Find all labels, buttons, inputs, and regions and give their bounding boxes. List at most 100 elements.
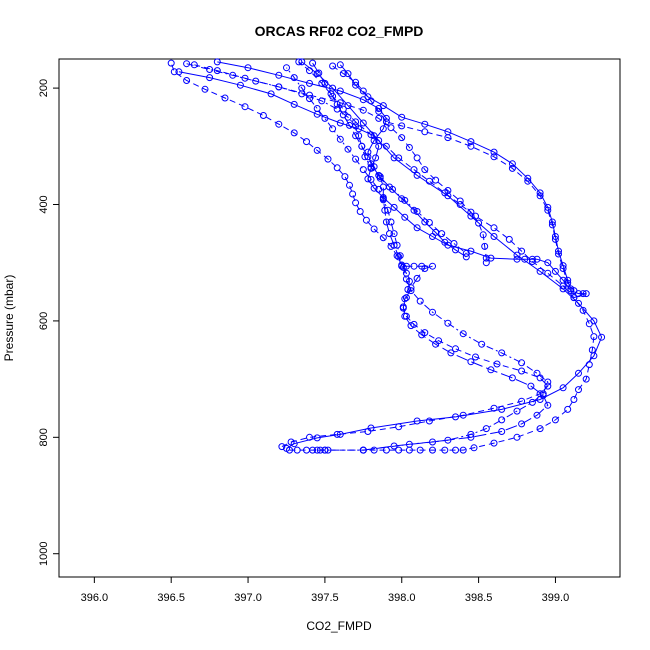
data-point <box>352 132 360 140</box>
data-point <box>487 254 495 262</box>
data-point <box>528 398 536 406</box>
profile-series <box>336 61 575 293</box>
data-point <box>441 238 449 246</box>
data-point <box>544 378 552 386</box>
data-point <box>324 155 332 163</box>
data-point <box>401 213 409 221</box>
data-point <box>344 102 352 110</box>
data-point <box>551 416 559 424</box>
data-point <box>367 163 375 171</box>
x-tick-label: 398.5 <box>465 592 493 604</box>
data-point <box>306 79 313 87</box>
series-line <box>289 61 595 451</box>
data-point <box>590 333 598 341</box>
y-tick-label: 800 <box>38 428 50 446</box>
data-point <box>359 119 367 127</box>
data-point <box>555 247 562 255</box>
data-point <box>286 446 293 454</box>
data-point <box>490 439 498 447</box>
data-point <box>236 81 244 89</box>
data-point <box>575 386 582 394</box>
data-point <box>459 330 467 338</box>
data-point <box>370 225 378 233</box>
data-point <box>470 444 478 452</box>
data-point <box>398 261 406 269</box>
data-point <box>459 446 467 454</box>
data-point <box>402 294 410 302</box>
data-point <box>402 312 410 320</box>
data-point <box>359 446 367 454</box>
data-point <box>413 417 421 425</box>
data-point <box>382 142 390 150</box>
profile-series <box>183 60 470 257</box>
data-point <box>336 61 344 69</box>
data-point <box>404 286 412 293</box>
data-point <box>361 153 369 161</box>
data-point <box>290 74 298 82</box>
data-point <box>344 113 352 121</box>
data-point <box>395 423 403 431</box>
data-point <box>375 142 383 150</box>
data-point <box>401 295 409 303</box>
data-point <box>344 145 352 153</box>
data-point <box>290 129 298 137</box>
y-tick-label: 200 <box>38 79 50 97</box>
data-point <box>490 224 498 232</box>
data-point <box>313 105 321 112</box>
data-point <box>229 71 237 79</box>
data-point <box>438 230 446 238</box>
data-point <box>467 142 475 150</box>
profile-series <box>283 58 606 452</box>
data-point <box>321 79 329 87</box>
data-point <box>379 102 387 110</box>
data-point <box>441 446 449 454</box>
data-point <box>518 247 526 255</box>
data-point <box>313 434 321 442</box>
data-point <box>551 233 559 240</box>
data-point <box>213 67 221 75</box>
data-point <box>475 219 483 227</box>
data-point <box>413 224 421 232</box>
data-point <box>447 349 455 357</box>
x-tick-label: 396.5 <box>157 592 185 604</box>
data-point <box>398 113 406 121</box>
data-point <box>467 358 475 366</box>
data-point <box>429 262 436 270</box>
series-line <box>286 61 603 449</box>
data-point <box>425 417 433 425</box>
data-point <box>398 134 406 142</box>
data-point <box>309 59 317 67</box>
data-point <box>508 160 516 168</box>
data-point <box>381 206 389 214</box>
x-tick-label: 397.5 <box>311 592 339 604</box>
data-point <box>575 299 582 307</box>
data-point <box>370 132 378 140</box>
data-point <box>336 87 344 95</box>
series-line <box>186 63 467 254</box>
data-point <box>306 67 313 75</box>
data-point <box>493 360 501 368</box>
data-point <box>293 446 301 454</box>
data-point <box>333 105 341 113</box>
y-tick-label: 600 <box>38 312 50 330</box>
data-point <box>275 71 283 79</box>
data-point <box>283 64 290 72</box>
profile-series <box>213 58 470 261</box>
data-point <box>375 107 383 115</box>
data-point <box>306 433 313 441</box>
data-point <box>318 97 326 105</box>
data-point <box>564 276 572 284</box>
data-point <box>490 233 498 240</box>
data-point <box>287 438 295 446</box>
series-line <box>312 62 549 451</box>
series-line <box>194 64 487 263</box>
data-point <box>582 290 590 298</box>
data-point <box>536 425 544 433</box>
data-point <box>346 181 353 189</box>
data-point <box>410 206 418 214</box>
data-point <box>479 231 487 239</box>
y-tick-label: 1000 <box>38 541 50 565</box>
data-point <box>421 166 429 174</box>
data-point <box>478 340 486 348</box>
